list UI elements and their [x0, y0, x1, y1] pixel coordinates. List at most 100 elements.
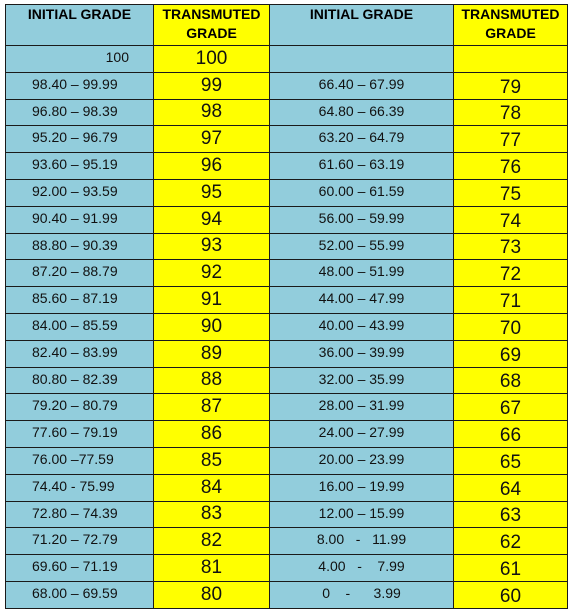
- cell-initial-right: 20.00 – 23.99: [269, 446, 454, 475]
- cell-initial-left: 69.60 – 71.19: [5, 554, 154, 582]
- table-row: 98.40 – 99.99 99 66.40 – 67.99 79: [5, 71, 568, 100]
- cell-grade-right: [453, 45, 568, 73]
- cell-grade-right: 73: [453, 232, 568, 261]
- table-row: 96.80 – 98.39 98 64.80 – 66.39 78: [5, 98, 568, 127]
- cell-initial-right: 44.00 – 47.99: [269, 286, 454, 314]
- cell-grade-right: 71: [453, 286, 568, 314]
- table-row: 87.20 – 88.79 92 48.00 – 51.99 72: [5, 259, 568, 288]
- cell-initial-right: 40.00 – 43.99: [269, 312, 454, 341]
- cell-initial-left: 82.40 – 83.99: [5, 339, 154, 368]
- table-row: 69.60 – 71.19 81 4.00 - 7.99 61: [5, 554, 568, 582]
- cell-grade-left: 85: [153, 446, 270, 475]
- cell-grade-right: 66: [453, 420, 568, 448]
- cell-initial-left: 87.20 – 88.79: [5, 259, 154, 288]
- cell-grade-right: 72: [453, 259, 568, 288]
- header-initial-grade-right: INITIAL GRADE: [269, 4, 454, 46]
- cell-grade-left: 99: [153, 71, 270, 100]
- cell-initial-left: 90.40 – 91.99: [5, 205, 154, 234]
- header-row: INITIAL GRADE TRANSMUTED GRADE INITIAL G…: [5, 4, 568, 46]
- cell-grade-right: 75: [453, 178, 568, 207]
- table-row: 85.60 – 87.19 91 44.00 – 47.99 71: [5, 286, 568, 314]
- cell-grade-left: 95: [153, 178, 270, 207]
- transmutation-table-wrapper: INITIAL GRADE TRANSMUTED GRADE INITIAL G…: [5, 4, 568, 609]
- cell-initial-right: [269, 45, 454, 73]
- transmutation-table: INITIAL GRADE TRANSMUTED GRADE INITIAL G…: [5, 4, 568, 609]
- table-row: 68.00 – 69.59 80 0 - 3.99 60: [5, 580, 568, 609]
- cell-grade-left: 86: [153, 420, 270, 448]
- cell-initial-left: 92.00 – 93.59: [5, 178, 154, 207]
- cell-initial-right: 66.40 – 67.99: [269, 71, 454, 100]
- cell-grade-right: 69: [453, 339, 568, 368]
- cell-grade-right: 79: [453, 71, 568, 100]
- cell-initial-left: 85.60 – 87.19: [5, 286, 154, 314]
- cell-grade-left: 92: [153, 259, 270, 288]
- table-row: 90.40 – 91.99 94 56.00 – 59.99 74: [5, 205, 568, 234]
- header-transmuted-grade-right-text: TRANSMUTED GRADE: [461, 6, 560, 41]
- cell-grade-left: 96: [153, 152, 270, 180]
- cell-initial-left: 76.00 –77.59: [5, 446, 154, 475]
- cell-initial-right: 8.00 - 11.99: [269, 527, 454, 556]
- cell-grade-right: 62: [453, 527, 568, 556]
- cell-initial-right: 0 - 3.99: [269, 580, 454, 609]
- cell-grade-left: 83: [153, 500, 270, 529]
- cell-grade-right: 74: [453, 205, 568, 234]
- table-row: 92.00 – 93.59 95 60.00 – 61.59 75: [5, 178, 568, 207]
- cell-initial-right: 32.00 – 35.99: [269, 366, 454, 395]
- cell-grade-left: 81: [153, 554, 270, 582]
- cell-grade-right: 77: [453, 125, 568, 154]
- cell-initial-right: 64.80 – 66.39: [269, 98, 454, 127]
- table-row: 84.00 – 85.59 90 40.00 – 43.99 70: [5, 312, 568, 341]
- cell-grade-right: 70: [453, 312, 568, 341]
- cell-initial-right: 63.20 – 64.79: [269, 125, 454, 154]
- table-row: 77.60 – 79.19 86 24.00 – 27.99 66: [5, 420, 568, 448]
- cell-grade-left: 89: [153, 339, 270, 368]
- cell-initial-left: 98.40 – 99.99: [5, 71, 154, 100]
- header-transmuted-grade-left-text: TRANSMUTED GRADE: [162, 6, 261, 41]
- table-row: 76.00 –77.59 85 20.00 – 23.99 65: [5, 446, 568, 475]
- cell-initial-right: 61.60 – 63.19: [269, 152, 454, 180]
- cell-initial-right: 48.00 – 51.99: [269, 259, 454, 288]
- cell-initial-left: 88.80 – 90.39: [5, 232, 154, 261]
- cell-initial-right: 36.00 – 39.99: [269, 339, 454, 368]
- cell-initial-right: 24.00 – 27.99: [269, 420, 454, 448]
- cell-grade-right: 64: [453, 473, 568, 502]
- cell-initial-left: 100: [5, 45, 154, 73]
- cell-initial-right: 52.00 – 55.99: [269, 232, 454, 261]
- cell-grade-right: 68: [453, 366, 568, 395]
- table-row: 71.20 – 72.79 82 8.00 - 11.99 62: [5, 527, 568, 556]
- cell-initial-left: 80.80 – 82.39: [5, 366, 154, 395]
- cell-initial-left: 72.80 – 74.39: [5, 500, 154, 529]
- cell-initial-right: 16.00 – 19.99: [269, 473, 454, 502]
- cell-grade-left: 91: [153, 286, 270, 314]
- cell-grade-right: 60: [453, 580, 568, 609]
- cell-grade-right: 61: [453, 554, 568, 582]
- cell-grade-left: 82: [153, 527, 270, 556]
- cell-initial-left: 93.60 – 95.19: [5, 152, 154, 180]
- cell-grade-right: 67: [453, 393, 568, 422]
- table-row: 88.80 – 90.39 93 52.00 – 55.99 73: [5, 232, 568, 261]
- cell-initial-left: 68.00 – 69.59: [5, 580, 154, 609]
- cell-grade-left: 80: [153, 580, 270, 609]
- cell-grade-right: 65: [453, 446, 568, 475]
- cell-initial-left: 96.80 – 98.39: [5, 98, 154, 127]
- table-row: 80.80 – 82.39 88 32.00 – 35.99 68: [5, 366, 568, 395]
- cell-initial-right: 4.00 - 7.99: [269, 554, 454, 582]
- cell-grade-left: 94: [153, 205, 270, 234]
- cell-grade-left: 98: [153, 98, 270, 127]
- cell-initial-right: 56.00 – 59.99: [269, 205, 454, 234]
- cell-grade-left: 87: [153, 393, 270, 422]
- cell-initial-left: 74.40 - 75.99: [5, 473, 154, 502]
- header-initial-grade-left: INITIAL GRADE: [5, 4, 154, 46]
- cell-grade-left: 84: [153, 473, 270, 502]
- cell-grade-right: 63: [453, 500, 568, 529]
- table-row: 100 100: [5, 45, 568, 73]
- table-row: 74.40 - 75.99 84 16.00 – 19.99 64: [5, 473, 568, 502]
- cell-grade-right: 78: [453, 98, 568, 127]
- table-row: 79.20 – 80.79 87 28.00 – 31.99 67: [5, 393, 568, 422]
- cell-grade-left: 90: [153, 312, 270, 341]
- table-row: 72.80 – 74.39 83 12.00 – 15.99 63: [5, 500, 568, 529]
- cell-grade-left: 88: [153, 366, 270, 395]
- cell-initial-left: 95.20 – 96.79: [5, 125, 154, 154]
- table-row: 95.20 – 96.79 97 63.20 – 64.79 77: [5, 125, 568, 154]
- table-row: 93.60 – 95.19 96 61.60 – 63.19 76: [5, 152, 568, 180]
